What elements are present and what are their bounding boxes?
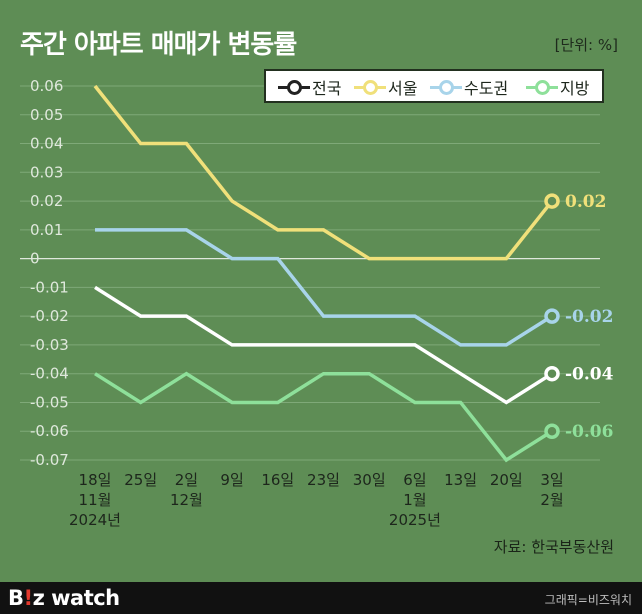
graphic-credit: 그래픽=비즈워치 bbox=[544, 593, 632, 607]
brand-rest: z watch bbox=[32, 586, 121, 610]
series-line bbox=[93, 84, 554, 261]
x-tick-label: 25일 bbox=[124, 471, 157, 489]
x-tick-label: 2025년 bbox=[389, 511, 441, 529]
legend-item: 서울 bbox=[354, 76, 417, 98]
y-tick-label: -0.06 bbox=[30, 422, 69, 440]
x-tick-label: 2024년 bbox=[69, 511, 121, 529]
y-tick-label: 0.02 bbox=[30, 192, 63, 210]
unit-label: [단위: %] bbox=[554, 36, 618, 54]
y-tick-label: -0.02 bbox=[30, 307, 69, 325]
end-marker bbox=[544, 423, 560, 439]
x-tick-label: 2월 bbox=[540, 491, 563, 509]
source-note: 자료: 한국부동산원 bbox=[493, 538, 614, 556]
x-tick-label: 6일 bbox=[403, 471, 426, 489]
end-markers bbox=[544, 193, 560, 439]
x-tick-label: 2일 bbox=[175, 471, 198, 489]
x-tick-label: 3일 bbox=[540, 471, 563, 489]
legend-swatch bbox=[278, 77, 310, 97]
legend: 전국 서울 수도권 지방 bbox=[264, 69, 604, 103]
y-tick-label: -0.05 bbox=[30, 393, 69, 411]
series-lines bbox=[93, 84, 554, 463]
brand-logo: B!z watch bbox=[8, 586, 120, 610]
legend-item: 전국 bbox=[278, 76, 341, 98]
y-tick-label: -0.03 bbox=[30, 336, 69, 354]
y-tick-label: 0.03 bbox=[30, 163, 63, 181]
end-value-label: -0.04 bbox=[565, 365, 614, 385]
x-tick-label: 20일 bbox=[490, 471, 523, 489]
legend-label: 지방 bbox=[560, 79, 590, 98]
y-tick-label: -0.01 bbox=[30, 278, 69, 296]
chart-title: 주간 아파트 매매가 변동률 bbox=[20, 30, 297, 60]
end-labels: -0.06 -0.02 0.02 -0.04 bbox=[565, 192, 614, 442]
footer-bar: B!z watch 그래픽=비즈워치 bbox=[0, 582, 642, 614]
x-tick-label: 12월 bbox=[170, 491, 203, 509]
x-tick-label: 1월 bbox=[403, 491, 426, 509]
end-marker bbox=[544, 365, 560, 382]
legend-label: 서울 bbox=[388, 79, 418, 98]
x-tick-label: 9일 bbox=[220, 471, 243, 489]
end-value-label: -0.02 bbox=[565, 307, 613, 327]
y-tick-label: 0.01 bbox=[30, 221, 63, 239]
legend-swatch bbox=[430, 77, 462, 97]
x-tick-label: 11월 bbox=[79, 491, 112, 509]
x-tick-label: 23일 bbox=[307, 471, 340, 489]
series-line bbox=[95, 228, 553, 347]
legend-item: 수도권 bbox=[430, 76, 508, 98]
series-line bbox=[94, 371, 553, 463]
gridlines bbox=[20, 85, 600, 461]
legend-item: 지방 bbox=[526, 76, 589, 98]
legend-swatch bbox=[354, 77, 386, 97]
x-tick-label: 16일 bbox=[261, 471, 294, 489]
x-axis-ticks: 18일 11월 2024년 25일 2일 12월 9일 16일 23일 30일 6일 1월 2025년 1… bbox=[69, 471, 564, 529]
brand-bang: ! bbox=[23, 586, 34, 610]
end-value-label: -0.06 bbox=[565, 422, 613, 442]
x-tick-label: 30일 bbox=[353, 471, 386, 489]
end-marker bbox=[544, 193, 560, 209]
brand-b: B bbox=[8, 586, 24, 610]
legend-label: 전국 bbox=[312, 79, 342, 98]
y-axis-ticks: 0.06 0.05 0.04 0.03 0.02 0.01 0 -0.01 -0.02 -0.03… bbox=[30, 77, 69, 469]
y-tick-label: 0.04 bbox=[30, 135, 63, 153]
x-tick-label: 13일 bbox=[444, 471, 477, 489]
legend-label: 수도권 bbox=[464, 79, 509, 98]
y-tick-label: 0 bbox=[30, 250, 40, 268]
y-tick-label: 0.06 bbox=[30, 77, 63, 95]
y-tick-label: -0.07 bbox=[30, 451, 69, 469]
end-value-label: 0.02 bbox=[565, 192, 606, 212]
x-tick-label: 18일 bbox=[79, 471, 112, 489]
legend-swatch bbox=[526, 77, 558, 97]
y-tick-label: -0.04 bbox=[30, 365, 69, 383]
y-tick-label: 0.05 bbox=[30, 106, 63, 124]
end-marker bbox=[544, 308, 560, 324]
series-line bbox=[94, 285, 553, 405]
